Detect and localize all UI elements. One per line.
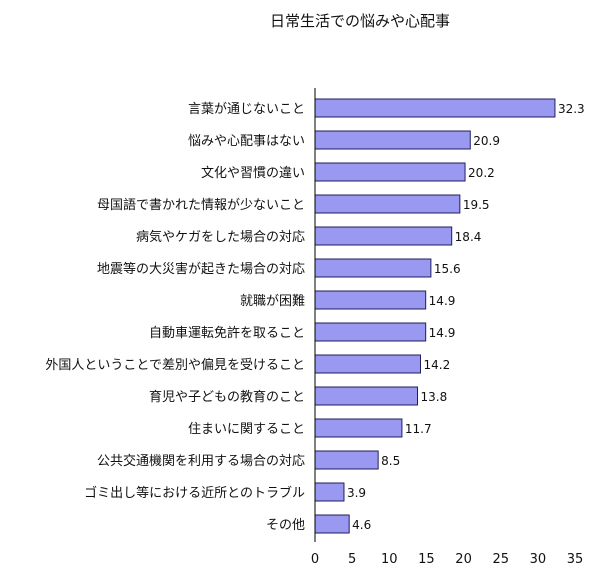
x-tick-label: 15 <box>418 552 435 567</box>
value-label: 32.3 <box>558 102 585 116</box>
x-tick-label: 5 <box>348 552 356 567</box>
x-tick-label: 0 <box>311 552 319 567</box>
category-label: 自動車運転免許を取ること <box>149 326 305 341</box>
category-label: その他 <box>266 518 305 533</box>
bar <box>314 258 432 278</box>
bar <box>314 290 427 310</box>
value-label: 4.6 <box>352 518 371 532</box>
x-tick-label: 25 <box>492 552 509 567</box>
category-label: ゴミ出し等における近所とのトラブル <box>84 485 305 501</box>
bar <box>314 322 427 342</box>
value-label: 15.6 <box>434 262 461 276</box>
bar <box>314 130 471 150</box>
category-label: 言葉が通じないこと <box>188 102 305 117</box>
category-label: 文化や習慣の違い <box>201 165 305 181</box>
bar <box>314 194 461 214</box>
value-label: 18.4 <box>455 230 482 244</box>
value-label: 14.9 <box>429 326 456 340</box>
value-label: 19.5 <box>463 198 490 212</box>
chart-title: 日常生活での悩みや心配事 <box>270 12 450 30</box>
bar <box>314 162 466 182</box>
value-label: 20.9 <box>473 134 500 148</box>
category-label: 地震等の大災害が起きた場合の対応 <box>97 261 305 277</box>
value-label: 13.8 <box>421 390 448 404</box>
bar <box>314 98 556 118</box>
category-label: 公共交通機関を利用する場合の対応 <box>97 453 305 469</box>
value-label: 14.9 <box>429 294 456 308</box>
x-tick-label: 20 <box>455 552 472 567</box>
value-label: 11.7 <box>405 422 432 436</box>
category-label: 外国人ということで差別や偏見を受けること <box>45 358 305 373</box>
axes-group: 0 5 10 15 20 25 30 35 <box>311 88 583 567</box>
value-label: 20.2 <box>468 166 495 180</box>
bar <box>314 354 421 374</box>
category-label: 病気やケガをした場合の対応 <box>136 229 305 245</box>
bar <box>314 450 379 470</box>
category-label: 母国語で書かれた情報が少ないこと <box>97 197 305 213</box>
category-label: 悩みや心配事はない <box>188 134 305 149</box>
bars-group: 言葉が通じないこと 32.3 悩みや心配事はない 20.9 文化や習慣の違い 20.2 母国… <box>45 98 585 534</box>
bar <box>314 226 453 246</box>
bar <box>314 418 403 438</box>
category-label: 育児や子どもの教育のこと <box>149 389 305 405</box>
value-label: 14.2 <box>423 358 450 372</box>
x-tick-label: 35 <box>567 552 584 567</box>
value-label: 3.9 <box>347 486 366 500</box>
x-tick-label: 30 <box>530 552 547 567</box>
category-label: 就職が困難 <box>240 294 305 309</box>
bar <box>314 386 419 406</box>
x-tick-label: 10 <box>381 552 398 567</box>
bar <box>314 482 345 502</box>
value-label: 8.5 <box>381 454 400 468</box>
bar <box>314 514 350 534</box>
category-label: 住まいに関すること <box>188 422 305 437</box>
